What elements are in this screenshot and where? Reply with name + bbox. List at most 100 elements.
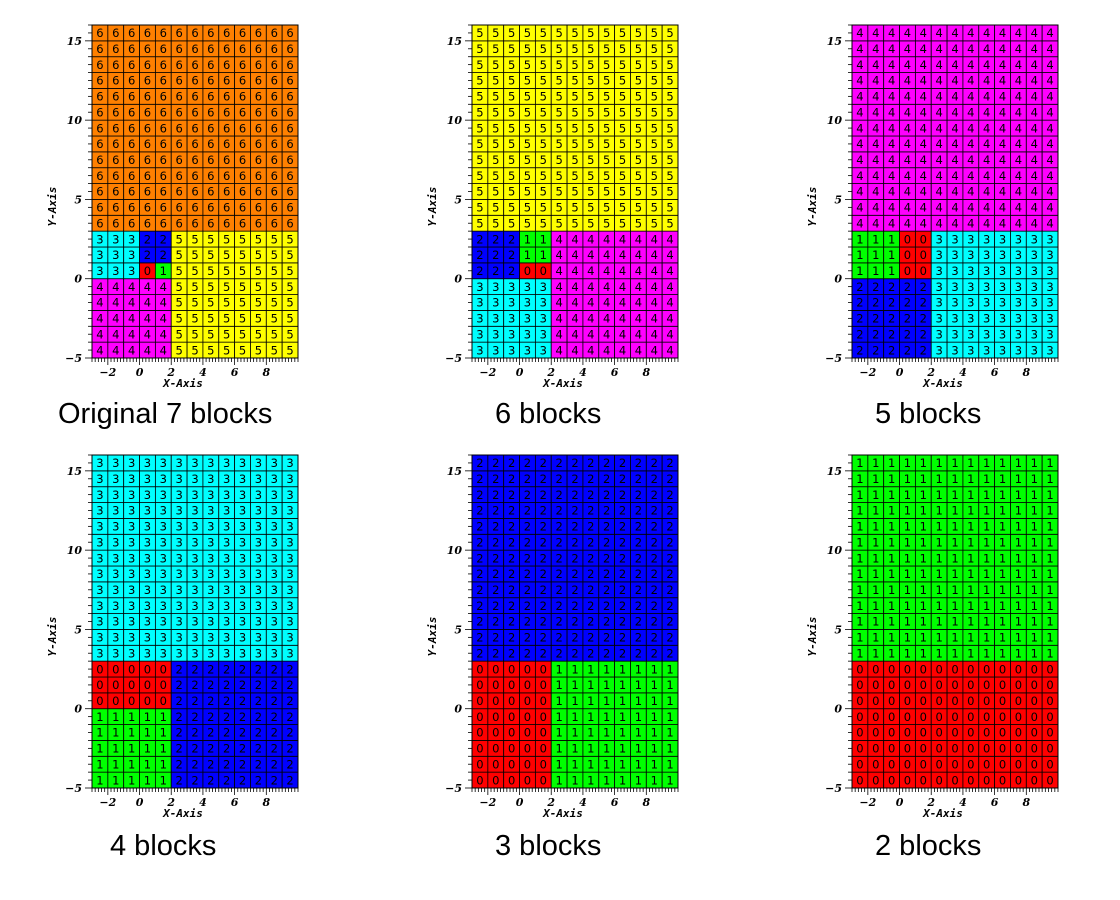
y-axis-label: Y-Axis xyxy=(426,187,439,227)
cell-label: 5 xyxy=(476,42,483,56)
cell-label: 2 xyxy=(476,631,483,645)
cell-label: 1 xyxy=(128,726,135,740)
cell-label: 4 xyxy=(160,296,167,310)
cell-label: 2 xyxy=(524,520,531,534)
cell-label: 3 xyxy=(524,296,531,310)
cell-label: 2 xyxy=(223,742,230,756)
cell-label: 6 xyxy=(175,169,182,183)
cell-label: 3 xyxy=(255,488,262,502)
cell-label: 2 xyxy=(271,773,278,787)
cell-label: 1 xyxy=(555,710,562,724)
cell-label: 4 xyxy=(603,312,610,326)
cell-label: 3 xyxy=(983,248,990,262)
cell-label: 5 xyxy=(666,216,673,230)
cell-label: 5 xyxy=(619,58,626,72)
cell-label: 5 xyxy=(651,26,658,40)
cell-label: 2 xyxy=(651,583,658,597)
cell-label: 4 xyxy=(619,327,626,341)
y-tick-label: 15 xyxy=(67,35,82,48)
cell-label: 5 xyxy=(651,90,658,104)
cell-label: 4 xyxy=(571,280,578,294)
cell-label: 1 xyxy=(666,678,673,692)
cell-label: 3 xyxy=(524,280,531,294)
cell-label: 3 xyxy=(255,599,262,613)
cell-label: 6 xyxy=(207,26,214,40)
cell-label: 2 xyxy=(651,535,658,549)
cell-label: 3 xyxy=(286,520,293,534)
cell-label: 4 xyxy=(904,185,911,199)
cell-label: 3 xyxy=(1031,327,1038,341)
cell-label: 6 xyxy=(207,74,214,88)
cell-label: 5 xyxy=(587,201,594,215)
cell-label: 5 xyxy=(508,153,515,167)
cell-label: 6 xyxy=(144,121,151,135)
cell-label: 6 xyxy=(160,216,167,230)
cell-label: 2 xyxy=(476,472,483,486)
cell-label: 5 xyxy=(492,105,499,119)
cell-label: 0 xyxy=(492,726,499,740)
cell-label: 4 xyxy=(1031,137,1038,151)
cell-label: 1 xyxy=(999,456,1006,470)
cell-label: 3 xyxy=(175,615,182,629)
cell-label: 6 xyxy=(191,185,198,199)
cell-label: 3 xyxy=(492,327,499,341)
cell-label: 0 xyxy=(96,662,103,676)
cell-label: 6 xyxy=(239,185,246,199)
cell-label: 2 xyxy=(476,567,483,581)
cell-label: 3 xyxy=(112,472,119,486)
cell-label: 1 xyxy=(1046,488,1053,502)
cell-label: 4 xyxy=(951,216,958,230)
cell-label: 3 xyxy=(967,280,974,294)
cell-label: 2 xyxy=(555,615,562,629)
cell-label: 4 xyxy=(872,201,879,215)
cell-label: 1 xyxy=(666,757,673,771)
cell-label: 0 xyxy=(983,710,990,724)
cell-label: 3 xyxy=(128,551,135,565)
cell-label: 4 xyxy=(651,280,658,294)
cell-label: 0 xyxy=(951,773,958,787)
cell-label: 2 xyxy=(603,615,610,629)
cell-label: 3 xyxy=(96,504,103,518)
y-tick-label: −5 xyxy=(445,782,462,795)
cell-label: 1 xyxy=(888,631,895,645)
cell-label: 3 xyxy=(1015,248,1022,262)
cell-label: 4 xyxy=(587,343,594,357)
cell-label: 4 xyxy=(1031,201,1038,215)
cell-label: 2 xyxy=(619,488,626,502)
cell-label: 6 xyxy=(96,137,103,151)
cell-label: 5 xyxy=(635,137,642,151)
cell-label: 4 xyxy=(1015,105,1022,119)
cell-label: 3 xyxy=(983,264,990,278)
cell-label: 5 xyxy=(476,201,483,215)
cell-label: 4 xyxy=(651,248,658,262)
cell-label: 4 xyxy=(856,216,863,230)
y-tick-label: −5 xyxy=(445,352,462,365)
cell-label: 2 xyxy=(476,535,483,549)
cell-label: 0 xyxy=(999,710,1006,724)
cell-label: 2 xyxy=(476,520,483,534)
cell-label: 6 xyxy=(191,216,198,230)
cell-label: 4 xyxy=(603,232,610,246)
cell-label: 0 xyxy=(888,678,895,692)
cell-label: 0 xyxy=(160,678,167,692)
cell-label: 1 xyxy=(999,615,1006,629)
cell-label: 4 xyxy=(1046,58,1053,72)
cell-label: 3 xyxy=(112,551,119,565)
cell-label: 6 xyxy=(128,185,135,199)
cell-label: 0 xyxy=(540,662,547,676)
cell-label: 5 xyxy=(191,232,198,246)
cell-label: 3 xyxy=(476,312,483,326)
cell-label: 3 xyxy=(286,583,293,597)
cell-label: 2 xyxy=(555,520,562,534)
cell-label: 0 xyxy=(935,662,942,676)
cell-label: 4 xyxy=(904,90,911,104)
cell-label: 5 xyxy=(603,216,610,230)
cell-label: 4 xyxy=(1046,105,1053,119)
cell-label: 5 xyxy=(540,216,547,230)
cell-label: 2 xyxy=(191,710,198,724)
cell-label: 0 xyxy=(1015,773,1022,787)
cell-label: 1 xyxy=(603,662,610,676)
cell-label: 6 xyxy=(207,42,214,56)
